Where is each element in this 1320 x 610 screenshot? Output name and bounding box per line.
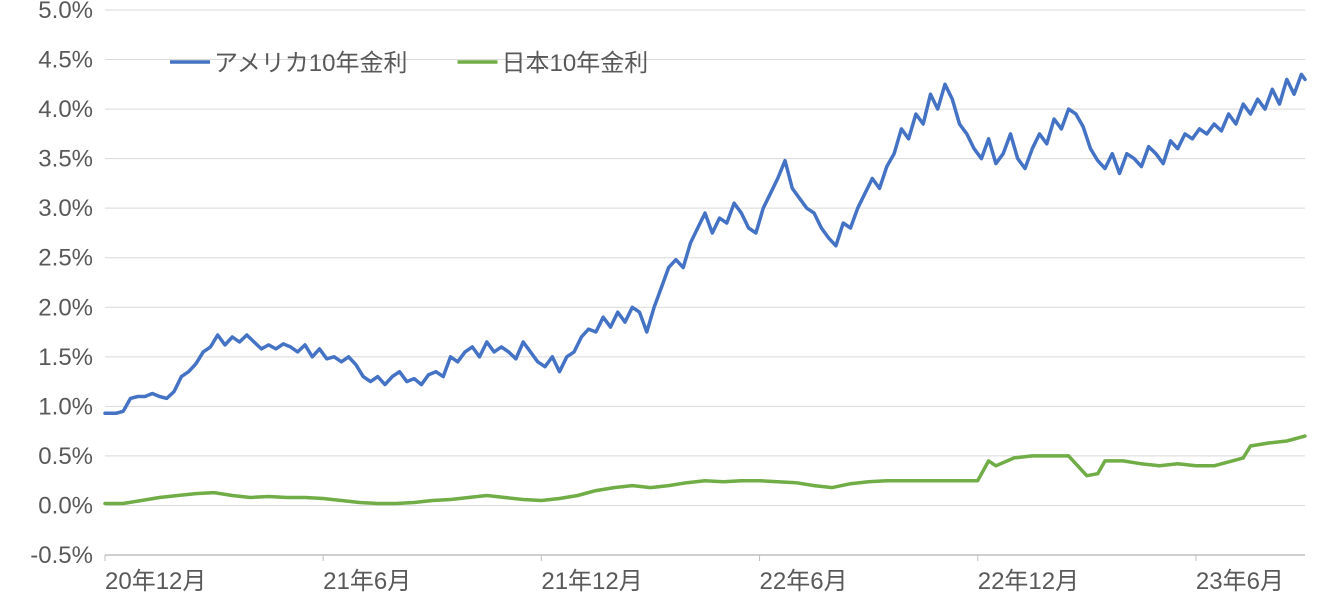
y-tick-label: 0.0%: [38, 492, 93, 519]
y-tick-label: 0.5%: [38, 443, 93, 470]
y-tick-label: 1.0%: [38, 393, 93, 420]
y-tick-label: 4.5%: [38, 47, 93, 74]
y-tick-label: 3.5%: [38, 146, 93, 173]
y-tick-label: 4.0%: [38, 96, 93, 123]
legend-label: アメリカ10年金利: [214, 50, 408, 77]
x-tick-label: 22年6月: [760, 568, 848, 595]
y-tick-label: -0.5%: [30, 542, 93, 569]
legend-label: 日本10年金利: [502, 50, 649, 77]
y-tick-label: 5.0%: [38, 0, 93, 24]
y-tick-label: 2.0%: [38, 294, 93, 321]
x-tick-label: 23年6月: [1196, 568, 1284, 595]
x-tick-label: 21年6月: [323, 568, 411, 595]
x-tick-label: 21年12月: [541, 568, 642, 595]
y-tick-label: 1.5%: [38, 344, 93, 371]
chart-container: -0.5% 0.0% 0.5% 1.0% 1.5% 2.0% 2.5% 3.0% 3.5% 4.0…: [0, 0, 1320, 610]
x-tick-label: 20年12月: [105, 568, 206, 595]
y-tick-label: 3.0%: [38, 195, 93, 222]
line-chart: -0.5% 0.0% 0.5% 1.0% 1.5% 2.0% 2.5% 3.0% 3.5% 4.0…: [0, 0, 1320, 610]
y-tick-label: 2.5%: [38, 245, 93, 272]
x-tick-label: 22年12月: [978, 568, 1079, 595]
